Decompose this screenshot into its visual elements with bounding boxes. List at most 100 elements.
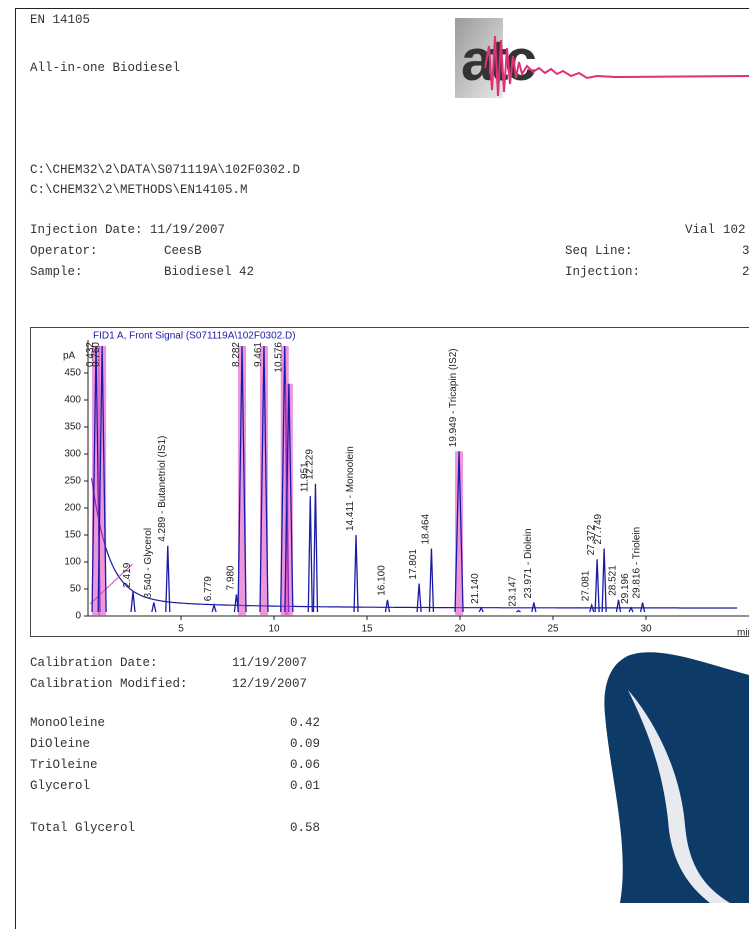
y-tick-label: 0 (75, 611, 81, 622)
info-value: 3 (742, 244, 749, 258)
peak-area (92, 346, 101, 616)
y-tick-label: 200 (64, 503, 81, 514)
peak (589, 602, 595, 613)
method: EN 14105 (30, 13, 91, 27)
peak-label: 14.411 - Monoolein (345, 446, 356, 531)
calibration-label: Calibration Modified: (30, 677, 188, 691)
peak (531, 602, 537, 613)
peak-label: 10.576 (274, 342, 285, 373)
peak-label: 19.949 - Tricapin (IS2) (448, 348, 459, 447)
x-tick-label: 30 (640, 624, 652, 635)
x-tick-label: 15 (361, 624, 373, 635)
peak-label: 27.081 (581, 570, 592, 601)
x-tick-label: 20 (454, 624, 466, 635)
chromatogram: FID1 A, Front Signal (S071119A\102F0302.… (63, 331, 749, 639)
peak (384, 599, 391, 613)
x-tick-label: 5 (178, 624, 184, 635)
peak (165, 545, 171, 613)
peak-label: 3.540 - Glycerol (143, 528, 154, 599)
page: {"header": {"method": "EN 14105", "title… (15, 8, 749, 929)
peak (237, 345, 247, 613)
info-label: Sample: (30, 265, 83, 279)
peak-label: 29.816 - Triolein (632, 527, 643, 599)
logo-square (455, 18, 503, 98)
peak-label: 9.461 (253, 342, 264, 367)
peak-area (259, 346, 268, 616)
peak (284, 383, 294, 613)
curl-shape (604, 652, 749, 903)
method-file: C:\CHEM32\2\METHODS\EN14105.M (30, 183, 248, 197)
result-name: TriOleine (30, 758, 98, 772)
report-title: All-in-one Biodiesel (30, 61, 181, 75)
result-name: Glycerol (30, 779, 91, 793)
peak (428, 548, 435, 613)
peak-label: 6.779 (203, 576, 214, 601)
peak-label: 27.749 (593, 513, 604, 544)
data-file: C:\CHEM32\2\DATA\S071119A\102F0302.D (30, 163, 301, 177)
x-axis-label: min (737, 628, 749, 636)
result-value: 0.42 (290, 716, 321, 730)
peak (639, 602, 646, 613)
peak-area (455, 451, 464, 616)
calibration-value: 11/19/2007 (232, 656, 308, 670)
peak-label: 18.464 (420, 513, 431, 544)
peak (211, 602, 217, 613)
peak (516, 609, 521, 613)
peak (628, 606, 634, 613)
y-tick-label: 150 (64, 530, 81, 541)
peak-label: 17.801 (408, 549, 419, 580)
info-value: 2 (742, 265, 749, 279)
info-label: Seq Line: (565, 244, 633, 258)
peak-label: 27.372 (586, 524, 597, 555)
peak-label: 11.951 (299, 462, 310, 492)
peak-area (98, 346, 107, 616)
calibration-label: Calibration Date: (30, 656, 158, 670)
info-value: 11/19/2007 (150, 223, 226, 237)
x-tick-label: 10 (268, 624, 280, 635)
calibration-value: 12/19/2007 (232, 677, 308, 691)
info-value: CeesB (164, 244, 202, 258)
peak-area (284, 383, 293, 616)
result-name: MonoOleine (30, 716, 106, 730)
peak-label: 0.432 (85, 342, 96, 367)
peak-label: 29.196 (620, 573, 631, 604)
peak-area (238, 346, 247, 616)
peak (601, 548, 607, 613)
peak-label: 2.419 (122, 562, 133, 587)
peak-label: 23.147 (508, 576, 519, 607)
peak (97, 345, 107, 613)
chart-title: FID1 A, Front Signal (S071119A\102F0302.… (93, 331, 296, 342)
logo-wave (484, 35, 749, 97)
page-curl (604, 652, 749, 903)
result-name: DiOleine (30, 737, 91, 751)
peak (312, 483, 319, 613)
x-tick-label: 25 (547, 624, 559, 635)
info-value: Biodiesel 42 (164, 265, 255, 279)
peak (615, 599, 622, 613)
y-tick-label: 350 (64, 422, 81, 433)
y-tick-label: 250 (64, 476, 81, 487)
peak-label: 0.760 (91, 342, 102, 367)
y-tick-label: 300 (64, 449, 81, 460)
info-value: 102 (723, 223, 746, 237)
peak-label: 8.282 (231, 342, 242, 367)
peak (454, 451, 464, 613)
result-value: 0.06 (290, 758, 321, 772)
result-value: 0.09 (290, 737, 321, 751)
curl-highlight (628, 690, 730, 903)
peak (478, 606, 484, 613)
info-label: Injection: (565, 265, 641, 279)
peak (353, 534, 359, 613)
y-tick-label: 100 (64, 557, 81, 568)
peak-label: 16.100 (376, 565, 387, 596)
y-tick-label: 50 (70, 584, 82, 595)
peak (416, 583, 422, 613)
total-value: 0.58 (290, 821, 321, 835)
peak-area (280, 346, 289, 616)
info-label: Injection Date: (30, 223, 143, 237)
peak-label: 21.140 (470, 573, 481, 604)
chromatogram-frame: FID1 A, Front Signal (S071119A\102F0302.… (30, 327, 749, 639)
y-axis-label: pA (63, 351, 76, 362)
peak (259, 345, 269, 613)
peak-label: 23.971 - Diolein (523, 528, 534, 598)
